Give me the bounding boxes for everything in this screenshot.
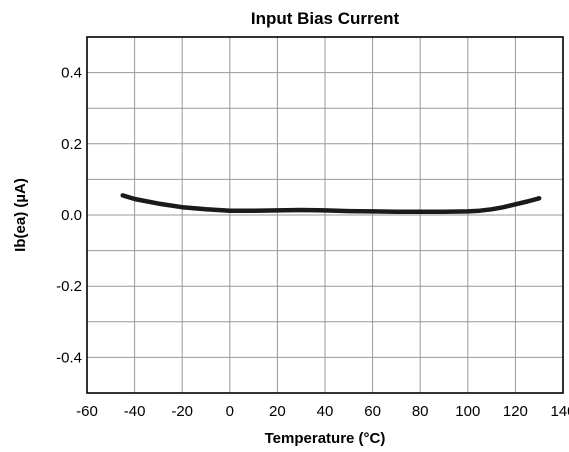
x-tick-label: 120 bbox=[503, 403, 528, 420]
y-tick-label: -0.2 bbox=[56, 278, 82, 295]
plot-frame bbox=[86, 36, 564, 394]
x-tick-label: 0 bbox=[226, 403, 234, 420]
y-tick-label: -0.4 bbox=[56, 349, 82, 366]
x-tick-label: -60 bbox=[76, 403, 98, 420]
chart-title: Input Bias Current bbox=[251, 9, 400, 28]
x-tick-labels: -60 -40 -20 0 20 40 60 80 100 120 140 bbox=[76, 403, 569, 420]
x-tick-label: -20 bbox=[171, 403, 193, 420]
x-tick-label: -40 bbox=[124, 403, 146, 420]
x-tick-label: 140 bbox=[550, 403, 569, 420]
y-tick-label: 0.2 bbox=[61, 136, 82, 153]
x-tick-label: 40 bbox=[317, 403, 334, 420]
grid bbox=[87, 37, 563, 393]
x-tick-label: 100 bbox=[455, 403, 480, 420]
series-group bbox=[120, 193, 542, 215]
y-tick-labels: -0.4 -0.2 0.0 0.2 0.4 bbox=[56, 65, 82, 367]
y-axis-label: Ib(ea) (µA) bbox=[12, 178, 29, 252]
x-axis-label: Temperature (°C) bbox=[265, 430, 386, 447]
y-tick-label: 0.4 bbox=[61, 65, 82, 82]
y-tick-label: 0.0 bbox=[61, 207, 82, 224]
x-tick-label: 80 bbox=[412, 403, 429, 420]
x-tick-label: 20 bbox=[269, 403, 286, 420]
series-line bbox=[120, 193, 542, 215]
x-tick-label: 60 bbox=[364, 403, 381, 420]
